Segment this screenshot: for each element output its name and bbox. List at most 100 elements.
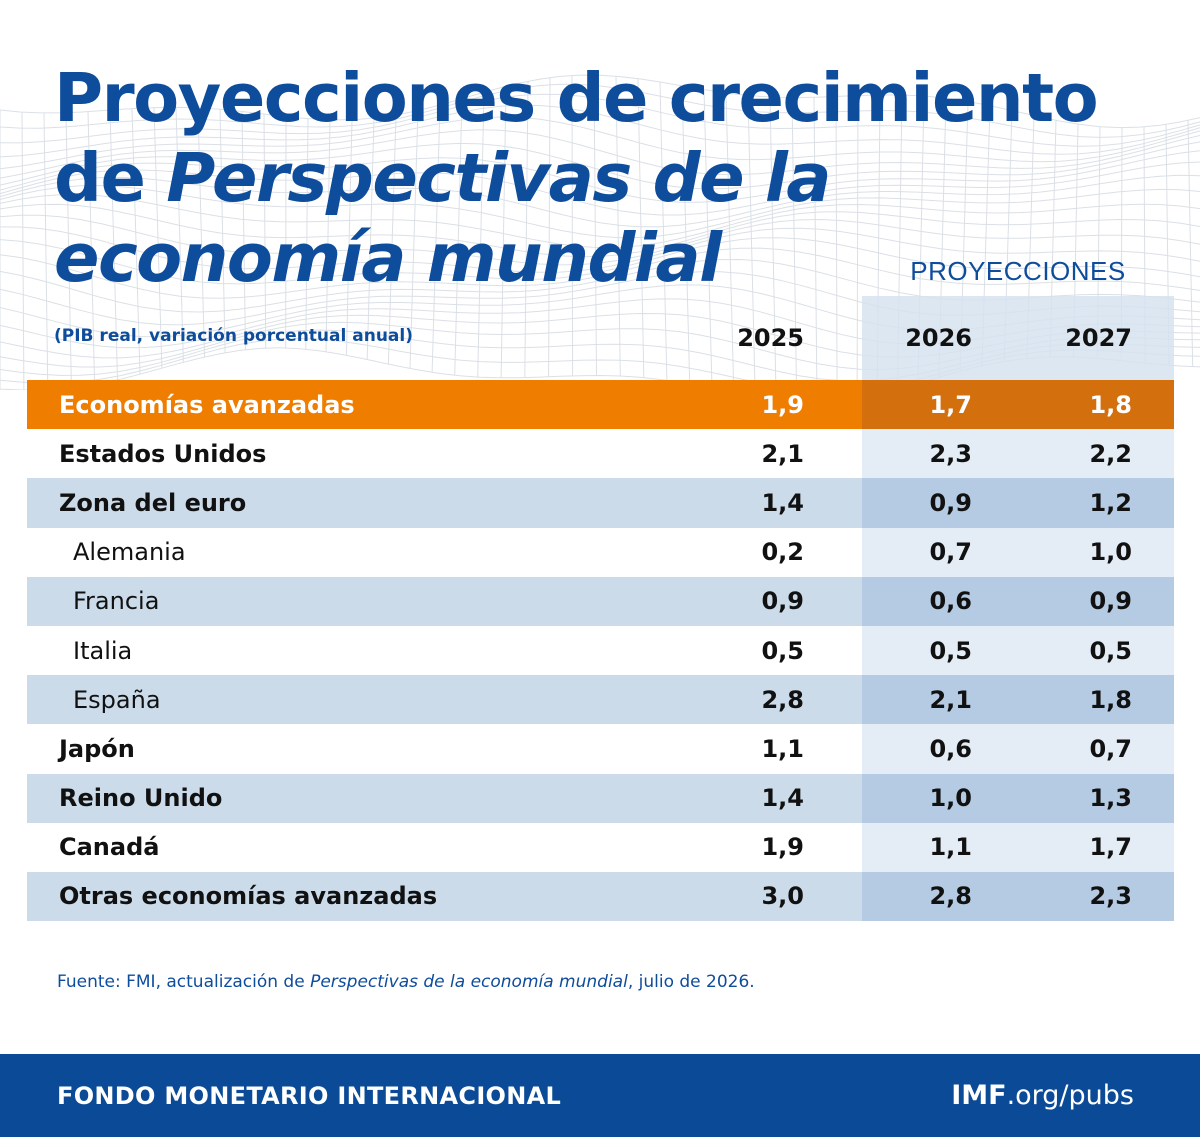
row-background xyxy=(27,773,862,823)
mesh-line xyxy=(43,112,49,390)
value-2027: 2,3 xyxy=(1089,882,1132,911)
mesh-line xyxy=(175,107,184,363)
source-suffix: , julio de 2026. xyxy=(627,972,755,992)
value-2026: 1,1 xyxy=(929,833,972,862)
footer-bar: FONDO MONETARIO INTERNACIONAL IMF .org/pu… xyxy=(0,1054,1200,1137)
mesh-line xyxy=(0,116,1200,170)
title-line-2: de Perspectivas de la xyxy=(54,138,1184,218)
value-2025: 2,1 xyxy=(761,439,804,468)
value-2026: 2,1 xyxy=(929,685,972,714)
footer-link-path: pubs xyxy=(1068,1080,1134,1111)
mesh-line xyxy=(856,95,859,390)
mesh-line xyxy=(477,92,485,378)
row-background xyxy=(27,822,862,872)
row-projection-background xyxy=(862,675,1174,725)
mesh-line xyxy=(345,119,353,356)
row-background xyxy=(27,724,862,774)
footer-link-imf: IMF xyxy=(951,1080,1007,1111)
row-label: Japón xyxy=(59,734,135,763)
column-header-2025: 2025 xyxy=(737,324,804,352)
mesh-line xyxy=(0,237,1200,285)
source-note: Fuente: FMI, actualización de Perspectiv… xyxy=(57,972,755,992)
mesh-line xyxy=(681,85,691,385)
value-2026: 1,0 xyxy=(929,784,972,813)
row-projection-background xyxy=(862,527,1174,577)
mesh-line xyxy=(197,107,205,358)
mesh-line xyxy=(813,97,818,390)
mesh-line xyxy=(65,112,72,388)
mesh-line xyxy=(263,113,267,349)
row-projection-background xyxy=(862,625,1174,676)
mesh-line xyxy=(325,119,331,352)
value-2026: 0,9 xyxy=(929,488,972,517)
row-background xyxy=(27,576,862,626)
row-projection-background xyxy=(862,773,1174,823)
column-header-2026: 2026 xyxy=(905,324,972,352)
growth-table: Economías avanzadas 1,9 1,7 1,8 Estados Unid… xyxy=(27,380,1174,922)
value-2025: 1,9 xyxy=(761,390,804,419)
mesh-line xyxy=(1187,120,1194,367)
value-2027: 2,2 xyxy=(1089,439,1132,468)
mesh-line xyxy=(387,114,397,365)
value-2025: 0,2 xyxy=(761,538,804,567)
mesh-line xyxy=(409,110,419,369)
mesh-line xyxy=(0,193,1200,249)
page-title: Proyecciones de crecimiento de Perspecti… xyxy=(54,58,1184,298)
mesh-line xyxy=(0,104,1200,158)
row-label: Alemania xyxy=(73,538,186,567)
value-2027: 1,8 xyxy=(1089,390,1132,419)
mesh-line xyxy=(0,247,1200,299)
table-row: Italia 0,5 0,5 0,5 xyxy=(27,625,1174,676)
table-row: España 2,8 2,1 1,8 xyxy=(27,675,1174,725)
mesh-line xyxy=(747,95,756,390)
value-2027: 1,3 xyxy=(1089,784,1132,813)
mesh-line xyxy=(0,214,1200,266)
value-2026: 0,7 xyxy=(929,538,972,567)
value-2027: 1,7 xyxy=(1089,833,1132,862)
row-label: Canadá xyxy=(59,833,160,862)
footer-link-domain: .org/ xyxy=(1006,1080,1069,1111)
mesh-line xyxy=(431,104,441,373)
row-background xyxy=(27,380,862,430)
mesh-line xyxy=(219,109,226,353)
table-row: Zona del euro 1,4 0,9 1,2 xyxy=(27,478,1174,528)
mesh-line xyxy=(769,96,777,390)
table-subtitle: (PIB real, variación porcentual anual) xyxy=(54,326,413,346)
table-row: Francia 0,9 0,6 0,9 xyxy=(27,576,1174,626)
mesh-line xyxy=(131,108,141,375)
mesh-line xyxy=(548,77,551,377)
mesh-line xyxy=(21,112,25,390)
row-background xyxy=(27,871,862,922)
row-projection-background xyxy=(862,822,1174,872)
table-row: Japón 1,1 0,6 0,7 xyxy=(27,724,1174,774)
mesh-line xyxy=(109,110,118,380)
title-line-1: Proyecciones de crecimiento xyxy=(54,59,1099,137)
mesh-line xyxy=(305,118,309,350)
value-2025: 1,4 xyxy=(761,488,804,517)
row-label: Italia xyxy=(73,636,133,665)
row-background xyxy=(27,675,862,725)
source-publication: Perspectivas de la economía mundial xyxy=(310,972,628,992)
mesh-line xyxy=(593,75,597,376)
row-background xyxy=(27,625,862,676)
value-2025: 0,9 xyxy=(761,587,804,616)
mesh-line xyxy=(0,226,1200,273)
mesh-line xyxy=(0,93,1200,147)
value-2026: 0,5 xyxy=(929,636,972,665)
mesh-line xyxy=(637,78,645,378)
title-line-3: economía mundial xyxy=(54,219,722,297)
mesh-line xyxy=(0,203,1200,258)
value-2026: 0,6 xyxy=(929,587,972,616)
mesh-line xyxy=(835,96,838,390)
mesh-line xyxy=(454,98,463,376)
title-line-2-prefix: de xyxy=(54,139,167,217)
row-label: Francia xyxy=(73,587,160,616)
mesh-line xyxy=(571,75,574,376)
mesh-line xyxy=(0,150,1200,203)
row-projection-background xyxy=(862,724,1174,774)
footer-link[interactable]: IMF .org/pubs xyxy=(951,1054,1134,1137)
column-header-2027: 2027 xyxy=(1065,324,1132,352)
title-line-2-italic: Perspectivas de la xyxy=(166,139,831,217)
value-2025: 1,9 xyxy=(761,833,804,862)
mesh-line xyxy=(703,89,713,389)
